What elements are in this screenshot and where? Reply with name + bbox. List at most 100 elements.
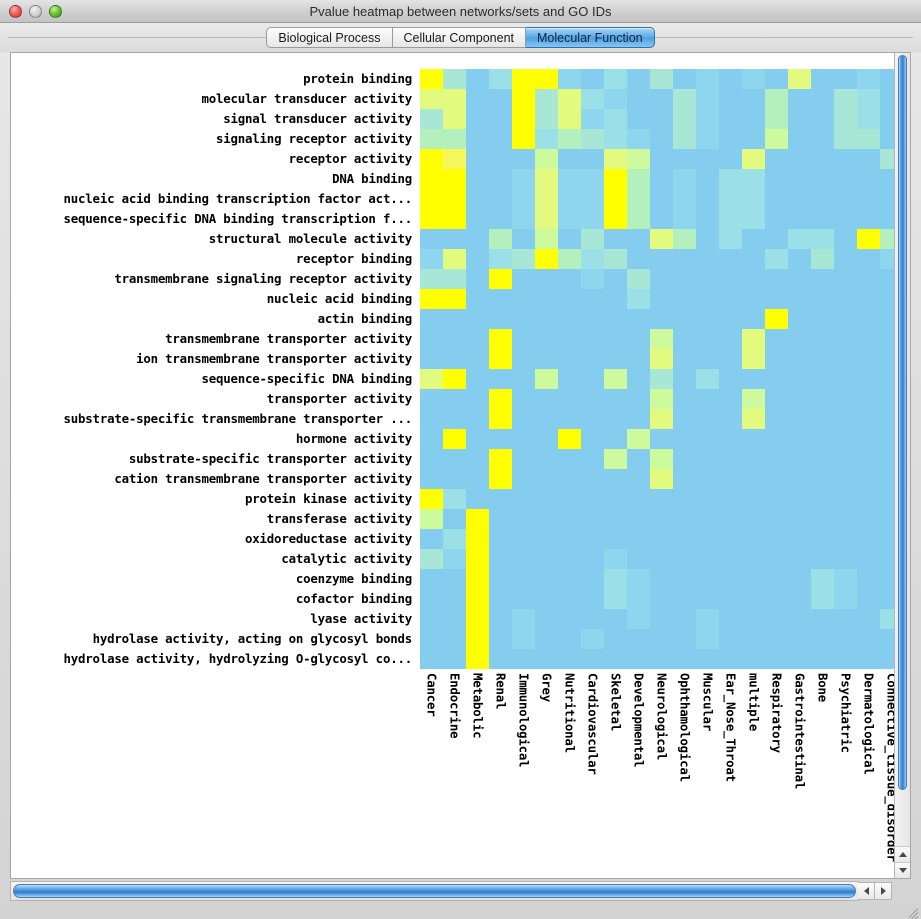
heatmap-cell[interactable] — [880, 189, 894, 209]
heatmap-cell[interactable] — [719, 69, 742, 89]
heatmap-cell[interactable] — [420, 409, 443, 429]
heatmap-cell[interactable] — [535, 389, 558, 409]
heatmap-cell[interactable] — [719, 509, 742, 529]
heatmap-cell[interactable] — [558, 329, 581, 349]
heatmap-cell[interactable] — [742, 109, 765, 129]
heatmap-cell[interactable] — [880, 369, 894, 389]
heatmap-cell[interactable] — [880, 169, 894, 189]
heatmap-cell[interactable] — [742, 389, 765, 409]
heatmap-cell[interactable] — [788, 189, 811, 209]
heatmap-cell[interactable] — [719, 409, 742, 429]
heatmap-cell[interactable] — [765, 189, 788, 209]
heatmap-cell[interactable] — [880, 69, 894, 89]
heatmap-cell[interactable] — [857, 449, 880, 469]
heatmap-cell[interactable] — [466, 289, 489, 309]
heatmap-cell[interactable] — [673, 109, 696, 129]
heatmap-cell[interactable] — [857, 89, 880, 109]
heatmap-cell[interactable] — [834, 329, 857, 349]
heatmap-cell[interactable] — [443, 389, 466, 409]
heatmap-cell[interactable] — [696, 549, 719, 569]
heatmap-cell[interactable] — [673, 609, 696, 629]
heatmap-cell[interactable] — [443, 649, 466, 669]
heatmap-cell[interactable] — [765, 449, 788, 469]
heatmap-cell[interactable] — [857, 209, 880, 229]
heatmap-cell[interactable] — [811, 369, 834, 389]
heatmap-cell[interactable] — [765, 409, 788, 429]
heatmap-cell[interactable] — [466, 649, 489, 669]
heatmap-cell[interactable] — [742, 329, 765, 349]
heatmap-cell[interactable] — [811, 409, 834, 429]
heatmap-cell[interactable] — [742, 609, 765, 629]
heatmap-cell[interactable] — [765, 249, 788, 269]
heatmap-cell[interactable] — [535, 289, 558, 309]
heatmap-cell[interactable] — [696, 189, 719, 209]
heatmap-cell[interactable] — [443, 529, 466, 549]
heatmap-cell[interactable] — [696, 229, 719, 249]
heatmap-cell[interactable] — [857, 589, 880, 609]
heatmap-cell[interactable] — [512, 429, 535, 449]
heatmap-cell[interactable] — [558, 109, 581, 129]
heatmap-cell[interactable] — [535, 429, 558, 449]
heatmap-cell[interactable] — [765, 109, 788, 129]
heatmap-cell[interactable] — [443, 629, 466, 649]
heatmap-cell[interactable] — [650, 449, 673, 469]
heatmap-cell[interactable] — [466, 249, 489, 269]
heatmap-cell[interactable] — [765, 309, 788, 329]
heatmap-cell[interactable] — [788, 289, 811, 309]
heatmap-cell[interactable] — [489, 329, 512, 349]
heatmap-cell[interactable] — [719, 469, 742, 489]
heatmap-cell[interactable] — [535, 329, 558, 349]
heatmap-cell[interactable] — [604, 249, 627, 269]
heatmap-cell[interactable] — [742, 289, 765, 309]
heatmap-cell[interactable] — [604, 389, 627, 409]
heatmap-cell[interactable] — [535, 629, 558, 649]
heatmap-cell[interactable] — [696, 389, 719, 409]
heatmap-cell[interactable] — [811, 629, 834, 649]
heatmap-cell[interactable] — [811, 189, 834, 209]
heatmap-cell[interactable] — [765, 289, 788, 309]
heatmap-cell[interactable] — [765, 129, 788, 149]
heatmap-cell[interactable] — [696, 609, 719, 629]
heatmap-cell[interactable] — [558, 229, 581, 249]
heatmap-cell[interactable] — [834, 69, 857, 89]
heatmap-cell[interactable] — [673, 509, 696, 529]
heatmap-cell[interactable] — [512, 209, 535, 229]
heatmap-cell[interactable] — [581, 109, 604, 129]
heatmap-cell[interactable] — [558, 169, 581, 189]
heatmap-cell[interactable] — [765, 549, 788, 569]
heatmap-cell[interactable] — [489, 529, 512, 549]
heatmap-cell[interactable] — [673, 89, 696, 109]
heatmap-cell[interactable] — [443, 289, 466, 309]
heatmap-cell[interactable] — [696, 149, 719, 169]
heatmap-cell[interactable] — [811, 229, 834, 249]
heatmap-cell[interactable] — [880, 589, 894, 609]
heatmap-cell[interactable] — [535, 349, 558, 369]
heatmap-cell[interactable] — [489, 129, 512, 149]
heatmap-cell[interactable] — [742, 549, 765, 569]
heatmap-cell[interactable] — [788, 369, 811, 389]
tab-cellular-component[interactable]: Cellular Component — [392, 27, 526, 48]
heatmap-cell[interactable] — [788, 409, 811, 429]
heatmap-cell[interactable] — [834, 389, 857, 409]
heatmap-cell[interactable] — [558, 609, 581, 629]
heatmap-cell[interactable] — [880, 609, 894, 629]
heatmap-cell[interactable] — [581, 169, 604, 189]
heatmap-cell[interactable] — [719, 429, 742, 449]
heatmap-cell[interactable] — [443, 209, 466, 229]
heatmap-cell[interactable] — [673, 489, 696, 509]
heatmap-cell[interactable] — [420, 449, 443, 469]
heatmap-cell[interactable] — [765, 529, 788, 549]
heatmap-cell[interactable] — [650, 349, 673, 369]
heatmap-cell[interactable] — [742, 229, 765, 249]
heatmap-cell[interactable] — [466, 489, 489, 509]
heatmap-cell[interactable] — [788, 229, 811, 249]
heatmap-cell[interactable] — [535, 129, 558, 149]
heatmap-cell[interactable] — [834, 449, 857, 469]
heatmap-cell[interactable] — [742, 269, 765, 289]
heatmap-cell[interactable] — [558, 649, 581, 669]
heatmap-cell[interactable] — [788, 109, 811, 129]
heatmap-cell[interactable] — [466, 269, 489, 289]
heatmap-cell[interactable] — [765, 589, 788, 609]
heatmap-cell[interactable] — [673, 209, 696, 229]
heatmap-cell[interactable] — [811, 69, 834, 89]
